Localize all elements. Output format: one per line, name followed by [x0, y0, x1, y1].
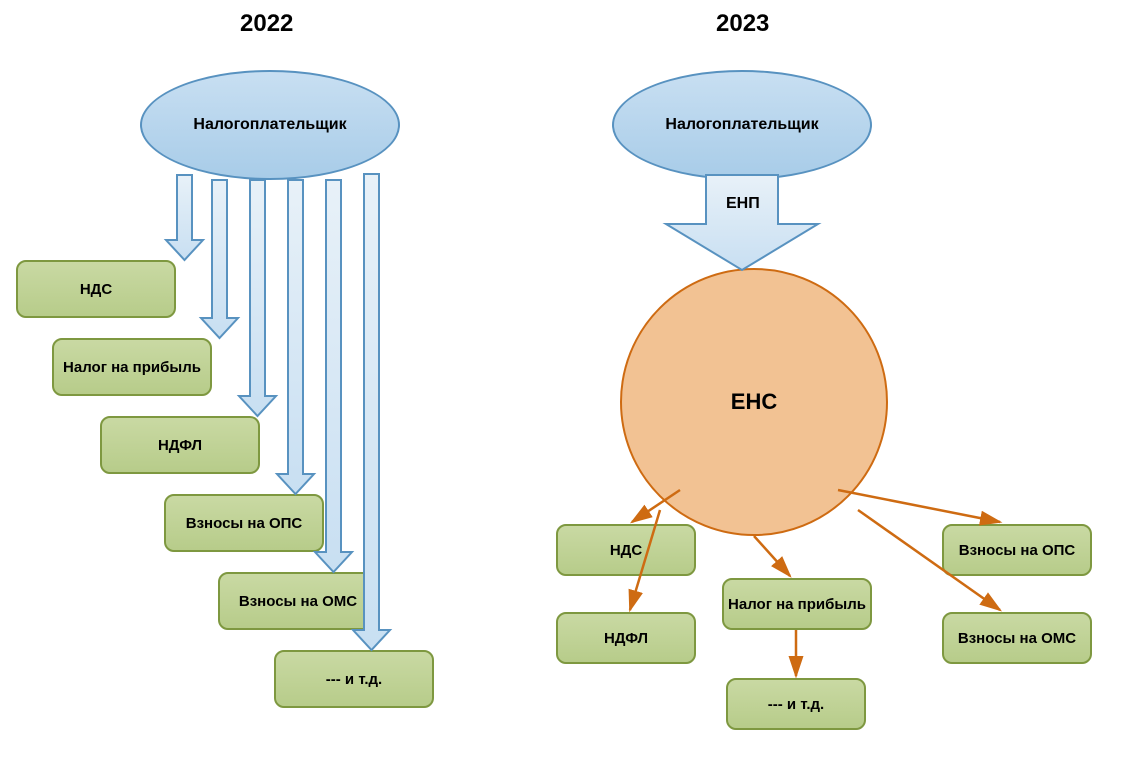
- ens-circle: ЕНС: [620, 268, 888, 536]
- ens-label: ЕНС: [731, 389, 777, 415]
- box-oms-right: Взносы на ОМС: [942, 612, 1092, 664]
- arrow-left-2: [201, 180, 238, 338]
- box-profit-tax-left: Налог на прибыль: [52, 338, 212, 396]
- box-ndfl-right: НДФЛ: [556, 612, 696, 664]
- box-profit-tax-right: Налог на прибыль: [722, 578, 872, 630]
- box-oms-left: Взносы на ОМС: [218, 572, 378, 630]
- box-ops-left: Взносы на ОПС: [164, 494, 324, 552]
- box-ops-right: Взносы на ОПС: [942, 524, 1092, 576]
- arrow-left-1: [166, 175, 203, 260]
- taxpayer-label-right: Налогоплательщик: [665, 116, 818, 134]
- arrow-left-3: [239, 180, 276, 416]
- arrow-left-4: [277, 180, 314, 494]
- taxpayer-label-left: Налогоплательщик: [193, 116, 346, 134]
- box-etc-left: --- и т.д.: [274, 650, 434, 708]
- year-2022: 2022: [240, 10, 293, 38]
- arrow-ens-profit: [754, 536, 790, 576]
- year-2023: 2023: [716, 10, 769, 38]
- box-nds-right: НДС: [556, 524, 696, 576]
- box-etc-right: --- и т.д.: [726, 678, 866, 730]
- taxpayer-ellipse-left: Налогоплательщик: [140, 70, 400, 180]
- box-nds-left: НДС: [16, 260, 176, 318]
- taxpayer-ellipse-right: Налогоплательщик: [612, 70, 872, 180]
- box-ndfl-left: НДФЛ: [100, 416, 260, 474]
- arrow-ens-ops: [838, 490, 1000, 522]
- diagram-canvas: 2022 2023 Налогоплательщик Налогоплатель…: [0, 0, 1145, 773]
- enp-label: ЕНП: [726, 195, 760, 213]
- arrow-enp: [666, 175, 818, 270]
